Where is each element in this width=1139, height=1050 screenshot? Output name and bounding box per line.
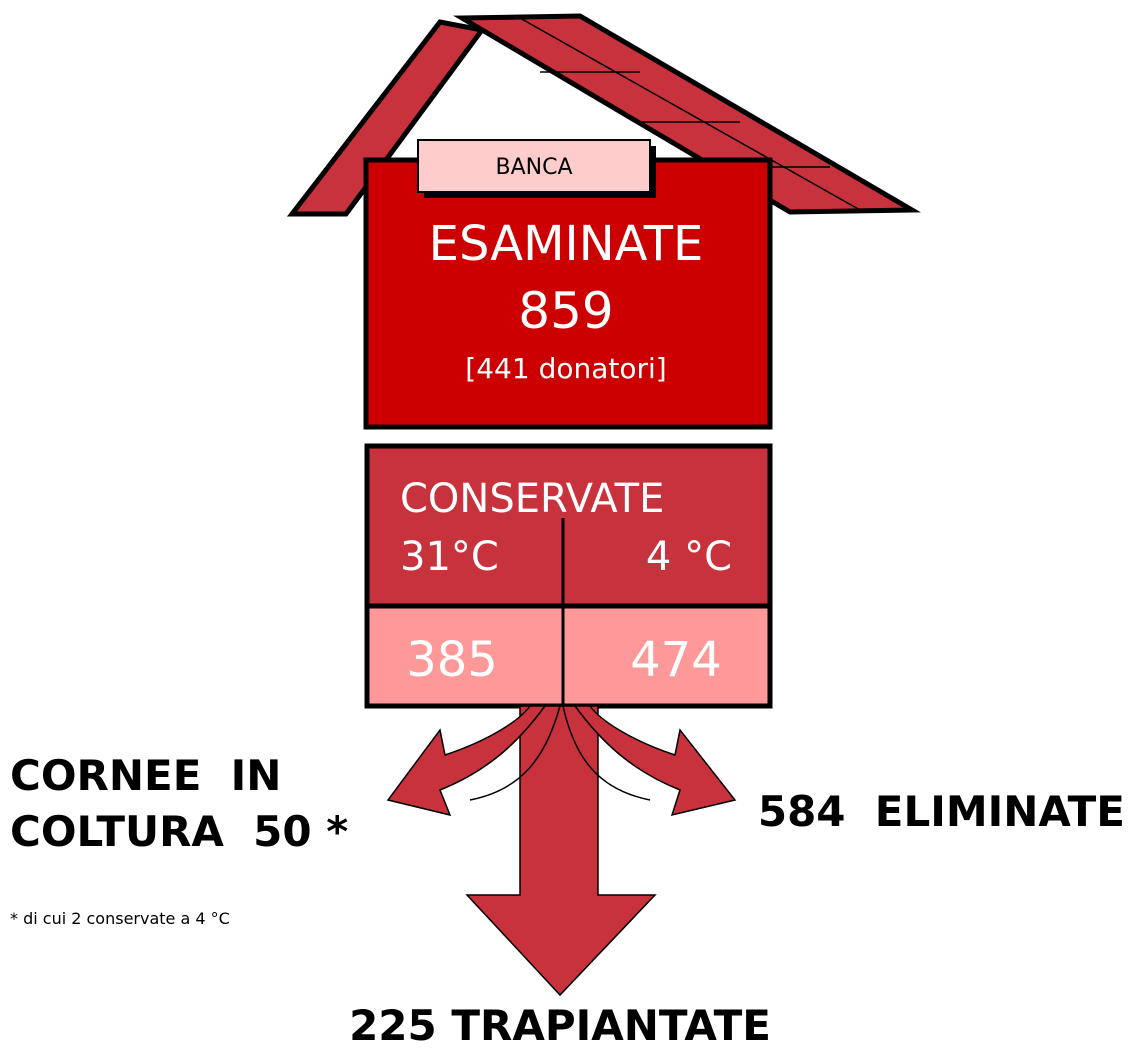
preserved-title: CONSERVATE [400,476,664,522]
temperature: 31°C [400,534,499,580]
examined-count: 859 [518,282,613,340]
preserved-count: 474 [630,632,722,688]
transplanted-label: 225 TRAPIANTATE [349,1001,771,1050]
examined-title: ESAMINATE [429,216,704,272]
footnote: * di cui 2 conservate a 4 °C [10,909,230,928]
arrow-right [575,706,735,815]
temperature: 4 °C [646,534,732,580]
page: BANCA ESAMINATE 859 [441 donatori] CONSE… [0,0,1139,1050]
preserved-count: 385 [406,632,498,688]
bank-label: BANCA [495,155,572,180]
diagram: BANCA ESAMINATE 859 [441 donatori] CONSE… [0,0,1139,1050]
culture-label: CORNEE IN [10,751,281,800]
examined-donors: [441 donatori] [465,352,666,385]
eliminated-label: 584 ELIMINATE [758,787,1125,836]
preserved-box [367,446,770,606]
culture-label: COLTURA 50 * [10,807,348,856]
